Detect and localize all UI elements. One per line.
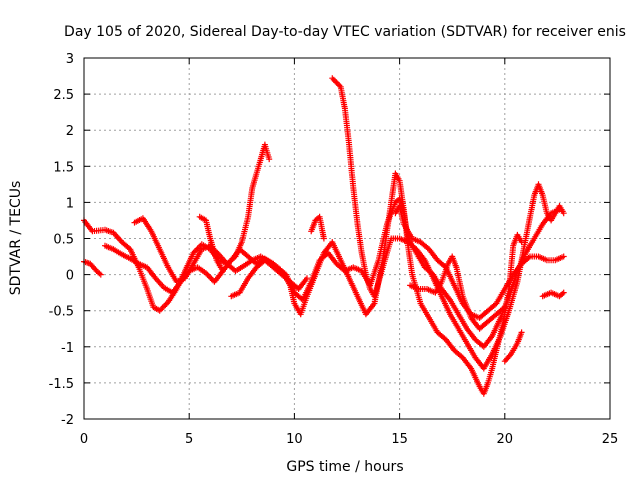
y-axis-label: SDTVAR / TECUs [8, 181, 24, 296]
data-point [518, 329, 525, 336]
chart-title: Day 105 of 2020, Sidereal Day-to-day VTE… [64, 24, 626, 40]
y-tick-label: 1 [66, 196, 74, 211]
data-point [304, 275, 310, 282]
y-tick-label: 1.5 [53, 160, 74, 175]
y-tick-label: -0.5 [49, 305, 74, 320]
data-point [320, 235, 327, 242]
y-tick-label: 3 [66, 52, 74, 67]
x-tick-label: 10 [286, 432, 303, 447]
y-tick-label: -2 [61, 413, 74, 428]
data-point [560, 253, 567, 260]
series-track-7 [308, 213, 327, 242]
series-track-5 [196, 213, 226, 274]
series-track-12 [539, 289, 567, 300]
data-point [97, 271, 104, 278]
data-point [560, 210, 567, 217]
y-tick-label: 0 [66, 269, 74, 284]
data-point [266, 156, 273, 163]
x-axis-label: GPS time / hours [286, 459, 403, 475]
y-tick-label: -1 [61, 341, 74, 356]
series-track-9 [392, 203, 567, 321]
x-tick-label: 20 [497, 432, 514, 447]
series-track-4 [131, 195, 563, 350]
y-tick-label: 2 [66, 124, 74, 139]
series-track-11 [501, 329, 525, 365]
y-tick-label: 0.5 [53, 233, 74, 248]
data-point [219, 268, 226, 274]
y-tick-label: 2.5 [53, 88, 74, 103]
data-point [560, 289, 567, 296]
x-tick-label: 5 [185, 432, 193, 447]
axis-ticks: 0 5 10 15 20 25 -2 -1.5 -1 -0.5 0 0.5 1 1.5 2 2.5 3 [49, 52, 619, 447]
series-track-10 [407, 253, 508, 332]
series-track-8 [329, 75, 567, 372]
series-track-6 [228, 257, 310, 300]
x-tick-label: 25 [602, 432, 619, 447]
x-tick-label: 15 [391, 432, 408, 447]
plot-frame [83, 57, 611, 420]
x-tick-label: 0 [80, 432, 88, 447]
grid-lines [84, 58, 610, 419]
data-point [501, 304, 508, 311]
y-tick-label: -1.5 [49, 377, 74, 392]
data-series [81, 75, 567, 397]
